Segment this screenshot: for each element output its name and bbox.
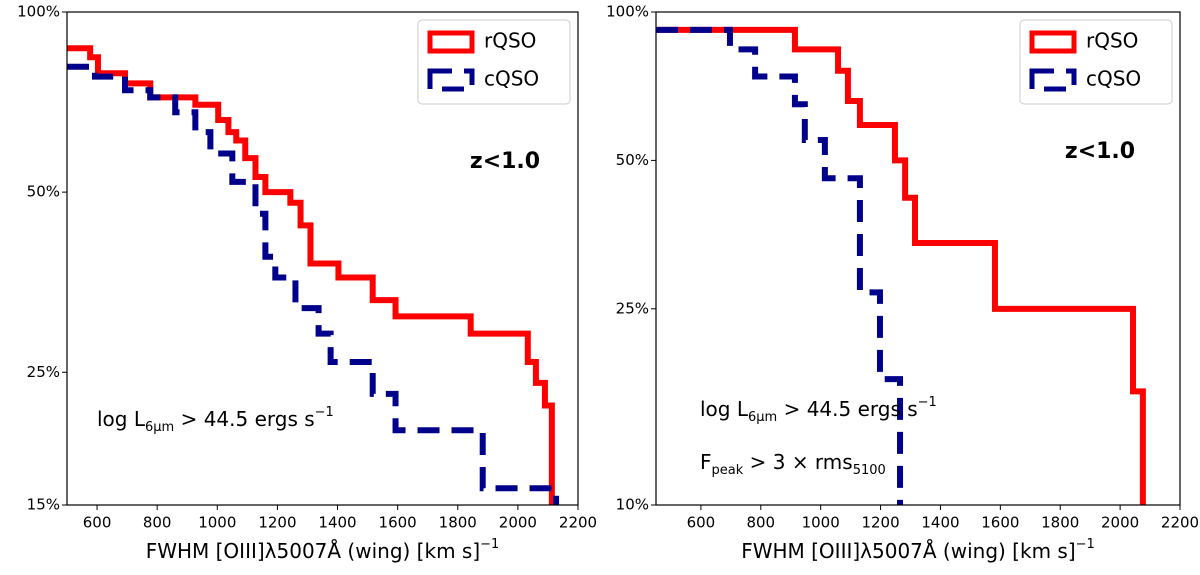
text-part: > 44.5 ergs s bbox=[174, 407, 314, 431]
text-part: 6μm bbox=[748, 410, 777, 425]
x-tick-label: 1000 bbox=[198, 514, 236, 532]
x-tick-label: 1200 bbox=[861, 514, 899, 532]
text-part: ] bbox=[472, 539, 480, 563]
text-part: log L bbox=[700, 397, 749, 421]
text-part: FWHM [OIII]λ5007Å (wing) [km s bbox=[741, 539, 1068, 563]
y-tick-label: 25% bbox=[616, 299, 649, 317]
legend-label: rQSO bbox=[484, 29, 536, 53]
legend-swatch bbox=[1029, 68, 1077, 92]
text-part: log L bbox=[97, 407, 146, 431]
legend-label: cQSO bbox=[1086, 67, 1141, 91]
axes-frame bbox=[66, 11, 579, 506]
text-part: −1 bbox=[1076, 537, 1095, 552]
x-tick-label: 2000 bbox=[499, 514, 537, 532]
text-part: 6μm bbox=[145, 420, 174, 435]
x-tick-label: 2000 bbox=[1101, 514, 1139, 532]
text-part: −1 bbox=[315, 405, 334, 420]
text-part: ] bbox=[1068, 539, 1076, 563]
x-tick-label: 1400 bbox=[318, 514, 356, 532]
y-tick-label: 25% bbox=[27, 363, 60, 381]
y-tick-label: 50% bbox=[616, 151, 649, 169]
x-tick-label: 800 bbox=[143, 514, 172, 532]
annotation: z<1.0 bbox=[1065, 139, 1135, 164]
annotation: log L6μm > 44.5 ergs s−1 bbox=[700, 395, 937, 425]
x-tick-label: 2200 bbox=[1161, 514, 1199, 532]
text-part: z<1.0 bbox=[1065, 139, 1135, 164]
y-tick-label: 15% bbox=[27, 496, 60, 514]
annotation: FWHM [OIII]λ5007Å (wing) [km s]−1 bbox=[146, 537, 500, 563]
annotation: Fpeak > 3 × rms5100 bbox=[700, 450, 886, 479]
step-line bbox=[67, 45, 555, 505]
y-tick-label: 10% bbox=[616, 496, 649, 514]
annotation: log L6μm > 44.5 ergs s−1 bbox=[97, 405, 334, 435]
text-part: F bbox=[700, 450, 712, 474]
x-tick-label: 600 bbox=[687, 514, 716, 532]
legend-swatch bbox=[427, 68, 475, 92]
text-part: z<1.0 bbox=[470, 149, 540, 174]
x-tick-label: 1000 bbox=[802, 514, 840, 532]
step-line bbox=[656, 26, 1146, 505]
y-tick-label: 50% bbox=[27, 183, 60, 201]
text-part: 5100 bbox=[853, 463, 886, 478]
x-tick-label: 1400 bbox=[921, 514, 959, 532]
step-line bbox=[656, 26, 904, 505]
legend-swatch bbox=[427, 30, 475, 54]
x-tick-label: 1600 bbox=[981, 514, 1019, 532]
x-tick-label: 1800 bbox=[1041, 514, 1079, 532]
x-tick-label: 2200 bbox=[559, 514, 597, 532]
text-part: −1 bbox=[480, 537, 499, 552]
step-line bbox=[67, 63, 560, 505]
text-part: peak bbox=[712, 463, 744, 478]
y-tick-label: 100% bbox=[606, 3, 649, 21]
annotation: z<1.0 bbox=[470, 149, 540, 174]
y-tick-label: 100% bbox=[17, 3, 60, 21]
legend-label: rQSO bbox=[1086, 29, 1138, 53]
axes-frame bbox=[655, 11, 1181, 506]
x-tick-label: 600 bbox=[83, 514, 112, 532]
x-tick-label: 800 bbox=[746, 514, 775, 532]
legend-frame bbox=[1019, 19, 1173, 105]
x-tick-label: 1200 bbox=[258, 514, 296, 532]
text-part: > 44.5 ergs s bbox=[777, 397, 917, 421]
text-part: −1 bbox=[918, 395, 937, 410]
legend-label: cQSO bbox=[484, 67, 539, 91]
x-tick-label: 1800 bbox=[439, 514, 477, 532]
legend-swatch bbox=[1029, 30, 1077, 54]
x-tick-label: 1600 bbox=[379, 514, 417, 532]
annotation: FWHM [OIII]λ5007Å (wing) [km s]−1 bbox=[741, 537, 1095, 563]
text-part: > 3 × rms bbox=[743, 450, 852, 474]
legend-frame bbox=[417, 19, 571, 105]
text-part: FWHM [OIII]λ5007Å (wing) [km s bbox=[146, 539, 473, 563]
